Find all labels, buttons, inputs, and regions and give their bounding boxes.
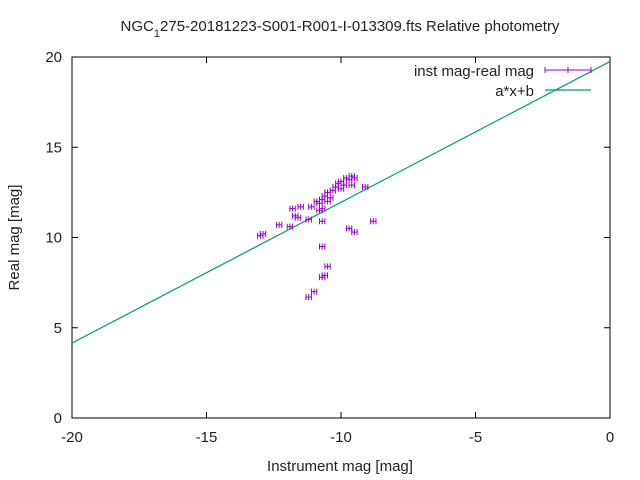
x-tick-label: -5 bbox=[469, 429, 482, 446]
data-point bbox=[318, 243, 326, 250]
x-tick-label: 0 bbox=[606, 429, 614, 446]
chart-title: NGC1275-20181223-S001-R001-I-013309.fts … bbox=[121, 18, 560, 40]
chart-title-subscript: 1 bbox=[154, 28, 160, 40]
y-axis-ticks: 0 5 10 15 20 bbox=[45, 49, 610, 427]
y-axis-title: Real mag [mag] bbox=[6, 185, 23, 291]
x-tick-label: -15 bbox=[196, 429, 218, 446]
data-point bbox=[286, 223, 294, 230]
data-point bbox=[294, 214, 302, 221]
data-point bbox=[362, 183, 369, 190]
data-point bbox=[289, 205, 296, 212]
data-point bbox=[318, 274, 326, 281]
data-point bbox=[318, 218, 326, 225]
fit-line-group bbox=[72, 60, 610, 344]
data-point bbox=[305, 294, 312, 301]
legend-sample-points bbox=[544, 67, 592, 73]
x-tick-label: -10 bbox=[330, 429, 352, 446]
chart-title-pre: NGC bbox=[121, 18, 155, 35]
data-point bbox=[297, 203, 304, 210]
x-axis-title: Instrument mag [mag] bbox=[267, 458, 413, 475]
data-point bbox=[370, 218, 377, 225]
y-tick-label: 10 bbox=[45, 230, 62, 247]
legend: inst mag-real mag a*x+b bbox=[414, 63, 592, 100]
data-point bbox=[327, 194, 334, 201]
data-point bbox=[345, 225, 353, 232]
data-point bbox=[348, 182, 355, 189]
data-point bbox=[318, 205, 326, 212]
x-axis-ticks: -20 -15 -10 -5 0 bbox=[61, 57, 614, 446]
y-tick-label: 5 bbox=[54, 320, 62, 337]
data-point bbox=[275, 221, 283, 228]
y-tick-label: 0 bbox=[54, 410, 62, 427]
data-point bbox=[310, 288, 318, 295]
legend-label-fit: a*x+b bbox=[495, 83, 534, 100]
data-point bbox=[351, 229, 358, 236]
data-point bbox=[351, 174, 358, 181]
data-point bbox=[259, 230, 267, 237]
data-point bbox=[324, 263, 331, 270]
data-point bbox=[340, 182, 347, 189]
y-tick-label: 15 bbox=[45, 139, 62, 156]
data-point bbox=[308, 203, 315, 210]
data-point bbox=[324, 189, 331, 196]
data-point bbox=[305, 216, 312, 223]
legend-label-points: inst mag-real mag bbox=[414, 63, 534, 80]
x-tick-label: -20 bbox=[61, 429, 83, 446]
y-tick-label: 20 bbox=[45, 49, 62, 66]
plot-frame bbox=[71, 56, 611, 419]
chart-title-post: 275-20181223-S001-R001-I-013309.fts Rela… bbox=[160, 18, 560, 35]
fit-line bbox=[72, 60, 610, 344]
data-points-group bbox=[257, 173, 377, 301]
